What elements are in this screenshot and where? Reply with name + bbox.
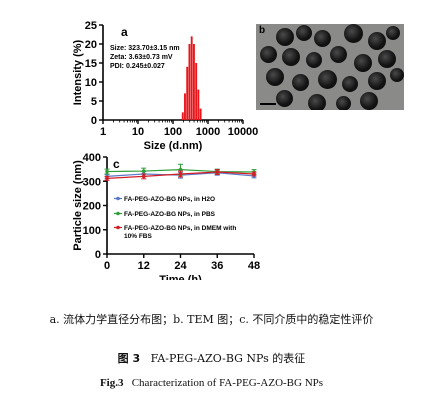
bar [181, 112, 184, 120]
caption-cn-text: FA-PEG-AZO-BG NPs 的表征 [150, 352, 306, 365]
bar [184, 93, 186, 120]
tem-particle [276, 28, 294, 46]
y-tick-label: 0 [95, 249, 101, 261]
caption-en: Fig.3 Characterization of FA-PEG-AZO-BG … [0, 377, 423, 389]
bar [190, 36, 193, 120]
y-tick-label: 5 [91, 96, 97, 108]
y-tick-label: 100 [83, 225, 101, 237]
x-tick-label: 24 [174, 260, 187, 272]
tem-particle [368, 32, 386, 50]
x-tick-label: 10 [132, 126, 144, 138]
tem-particle [318, 70, 337, 89]
data-point [105, 169, 109, 174]
tem-particle [296, 25, 312, 41]
legend-marker [116, 196, 120, 201]
x-axis-label: Time (h) [159, 274, 202, 280]
tem-particle [282, 48, 300, 66]
x-tick-label: 48 [248, 260, 260, 272]
x-tick-label: 12 [138, 260, 150, 272]
tem-particle [360, 92, 378, 110]
scale-bar [260, 103, 276, 105]
legend-marker [116, 211, 120, 216]
x-tick-label: 0 [104, 260, 110, 272]
subcaption: a. 流体力学直径分布图；b. TEM 图；c. 不同介质中的稳定性评价 [49, 313, 374, 326]
tem-particle [266, 68, 284, 86]
legend-label: FA-PEG-AZO-BG NPs, in H2O [124, 196, 215, 203]
data-point [141, 174, 146, 179]
tem-particle [308, 94, 326, 110]
data-point [178, 172, 183, 176]
bar [195, 63, 198, 120]
data-point [105, 176, 109, 181]
panel-label-a: a [121, 25, 128, 39]
y-tick-label: 25 [85, 20, 97, 32]
panel-label-b: b [259, 25, 266, 36]
y-tick-label: 400 [83, 152, 101, 164]
tem-particle [344, 24, 363, 43]
tem-particle [306, 52, 322, 68]
tem-particle [368, 72, 386, 90]
bar [199, 108, 202, 120]
legend-label-line: FA-PEG-AZO-BG NPs, in DMEM with [124, 225, 236, 232]
bar [186, 66, 189, 120]
x-axis-label: Size (d.nm) [144, 140, 203, 152]
x-tick-label: 36 [211, 260, 223, 272]
tem-particle [342, 76, 358, 92]
legend-label: FA-PEG-AZO-BG NPs, in DMEM with 10% FBS [124, 225, 236, 240]
y-tick-label: 200 [83, 201, 101, 213]
tem-image: b [256, 24, 404, 110]
tem-particle [260, 46, 277, 63]
y-tick-label: 300 [83, 176, 101, 188]
x-tick-label: 1000 [196, 126, 220, 138]
tem-particle [390, 68, 404, 82]
tem-particle [330, 46, 347, 63]
x-tick-label: 1 [100, 126, 106, 138]
annotation: Zeta: 3.63±0.73 mV [110, 54, 173, 61]
data-point [141, 169, 146, 173]
stability-chart: 0 100 200 300 400 0 12 24 36 48 FA-PEG-AZO-BG NPs,… [72, 152, 260, 280]
caption-en-label: Fig.3 [99, 377, 124, 389]
annotation: PDI: 0.245±0.027 [110, 63, 165, 70]
y-axis-label: Particle size (nm) [72, 160, 84, 251]
legend-label: FA-PEG-AZO-BG NPs, in PBS [124, 211, 216, 218]
x-tick-label: 10000 [228, 126, 259, 138]
data-point [252, 172, 256, 176]
y-tick-label: 15 [85, 58, 97, 70]
legend-label-line: 10% FBS [124, 233, 152, 240]
y-tick-label: 0 [91, 115, 97, 127]
tem-particle [314, 30, 331, 47]
tem-particle [354, 54, 372, 72]
legend-marker [116, 225, 120, 230]
y-axis-label: Intensity (%) [72, 39, 84, 105]
tem-particle [386, 26, 400, 40]
bar [197, 89, 200, 120]
tem-particle [336, 96, 351, 110]
tem-particle [276, 90, 293, 107]
y-tick-label: 10 [85, 77, 97, 89]
x-tick-label: 100 [164, 126, 182, 138]
data-point [178, 167, 183, 172]
size-distribution-chart: 0 5 10 15 20 25 1 10 100 1000 10000 Size (d.nm) Inte… [72, 20, 258, 152]
data-point [215, 170, 220, 174]
tem-particle [292, 74, 309, 91]
bar [192, 44, 195, 120]
tem-particle [378, 50, 396, 68]
caption-cn: 图 3 FA-PEG-AZO-BG NPs 的表征 [0, 350, 423, 366]
caption-cn-label: 图 3 [117, 352, 141, 365]
annotation: Size: 323.70±3.15 nm [110, 45, 180, 52]
bar [188, 44, 191, 120]
caption-en-text: Characterization of FA-PEG-AZO-BG NPs [131, 377, 324, 389]
y-tick-label: 20 [85, 39, 97, 51]
panel-label-c: c [113, 157, 120, 171]
